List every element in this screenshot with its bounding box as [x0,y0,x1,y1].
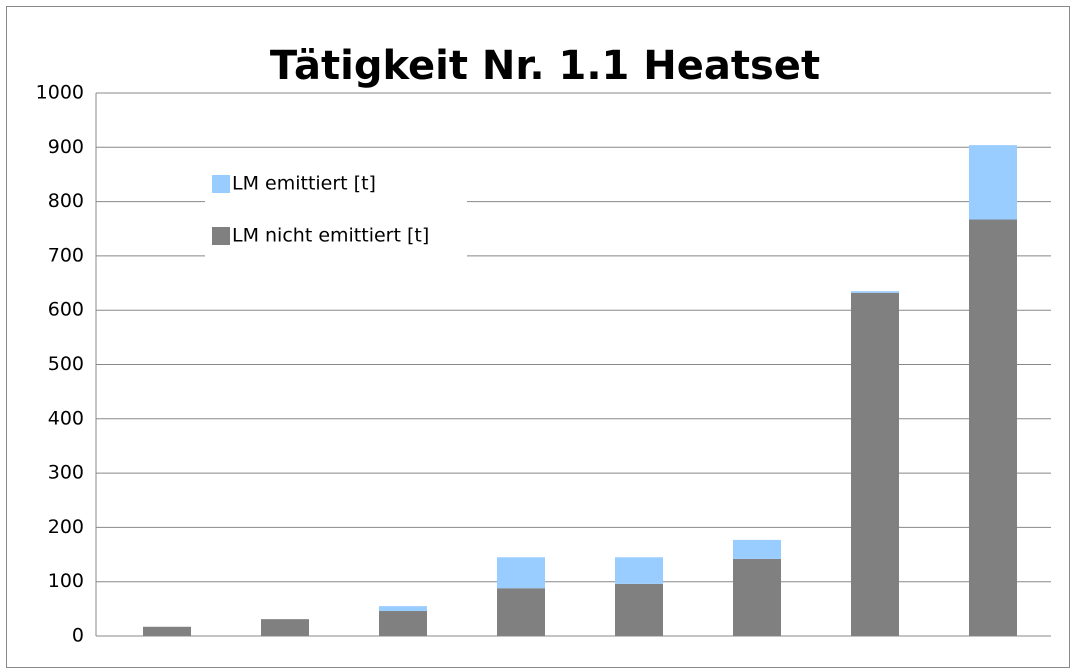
bar-segment [851,292,899,636]
bar-segment [497,588,545,636]
y-tick-label: 900 [48,136,84,158]
bar-segment [497,557,545,589]
legend-label: LM nicht emittiert [t] [232,225,429,247]
chart-title: Tätigkeit Nr. 1.1 Heatset [270,43,820,89]
bar-segment [143,626,191,636]
y-tick-label: 700 [48,244,84,266]
y-tick-label: 300 [48,462,84,484]
y-tick-label: 0 [72,625,84,647]
bar-segment [733,539,781,559]
bar-segment [969,219,1017,637]
y-tick-label: 800 [48,190,84,212]
legend-label: LM emittiert [t] [232,173,376,195]
bar-segment [261,619,309,636]
legend-swatch [212,175,230,193]
bar-segment [379,611,427,636]
bar-segment [733,558,781,636]
bar-segment [851,291,899,293]
y-tick-label: 100 [48,570,84,592]
legend-swatch [212,227,230,245]
y-tick-label: 600 [48,299,84,321]
bar-segment [969,145,1017,220]
legend-box [205,163,467,261]
y-tick-label: 1000 [36,82,84,104]
y-tick-label: 500 [48,353,84,375]
bar-segment [379,606,427,612]
bar-segment [615,583,663,636]
y-tick-label: 200 [48,516,84,538]
y-tick-label: 400 [48,407,84,429]
bar-segment [615,557,663,584]
